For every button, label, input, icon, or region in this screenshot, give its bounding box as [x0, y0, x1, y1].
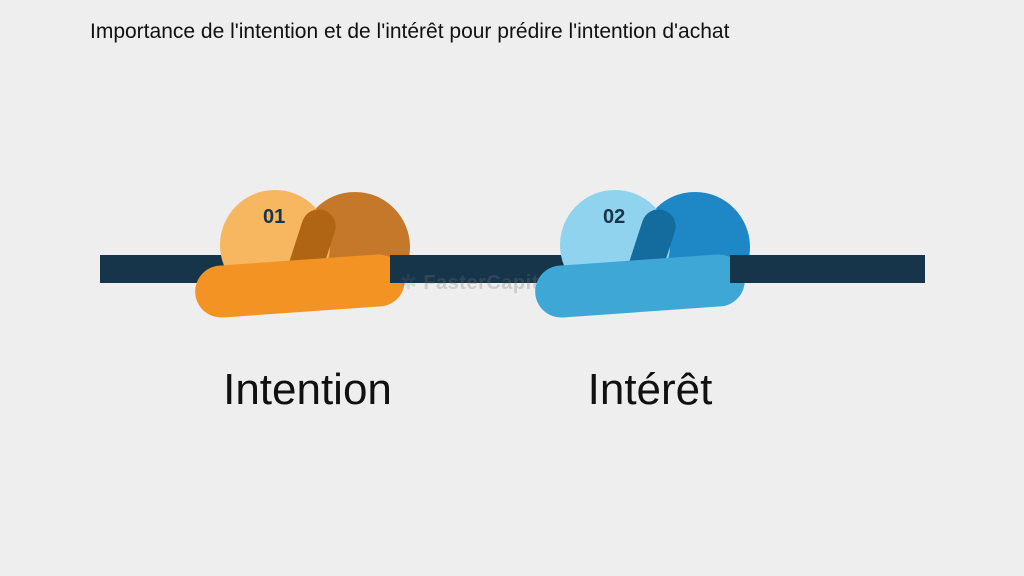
- knot-label: Intérêt: [535, 365, 765, 415]
- knot-interest: 02 Intérêt: [545, 190, 755, 350]
- rope-segment-right: [730, 255, 925, 283]
- infographic-stage: 01 Intention FasterCapital 02 Intérêt: [0, 150, 1024, 450]
- knot-number: 02: [603, 206, 625, 229]
- knot-intention: 01 Intention: [205, 190, 415, 350]
- knot-number: 01: [263, 206, 285, 229]
- page-title: Importance de l'intention et de l'intérê…: [90, 20, 729, 44]
- knot-label: Intention: [200, 365, 415, 415]
- watermark-text: FasterCapital: [400, 270, 557, 295]
